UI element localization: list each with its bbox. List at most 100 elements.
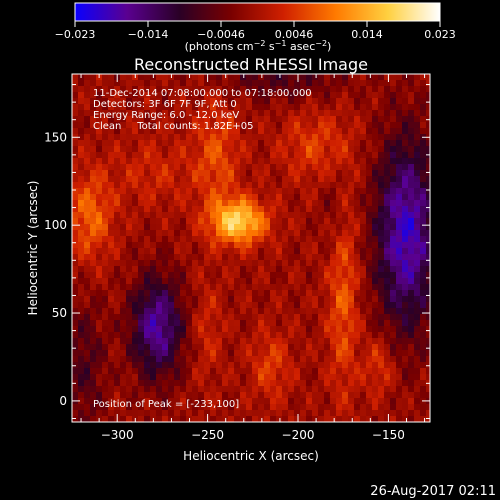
heatmap-cell xyxy=(120,326,127,333)
heatmap-cell xyxy=(120,278,127,285)
heatmap-cell xyxy=(192,140,199,147)
heatmap-cell xyxy=(270,140,277,147)
heatmap-cell xyxy=(288,176,295,183)
heatmap-cell xyxy=(426,326,431,333)
heatmap-cell xyxy=(306,218,313,225)
heatmap-cell xyxy=(420,242,427,249)
heatmap-cell xyxy=(150,284,157,291)
heatmap-cell xyxy=(426,356,431,363)
heatmap-cell xyxy=(324,410,331,417)
heatmap-cell xyxy=(318,398,325,405)
heatmap-cell xyxy=(126,350,133,357)
heatmap-cell xyxy=(168,344,175,351)
heatmap-cell xyxy=(408,194,415,201)
heatmap-cell xyxy=(336,410,343,417)
heatmap-cell xyxy=(138,98,145,105)
heatmap-cell xyxy=(234,260,241,267)
heatmap-cell xyxy=(198,338,205,345)
heatmap-cell xyxy=(204,350,211,357)
heatmap-cell xyxy=(114,110,121,117)
heatmap-cell xyxy=(180,254,187,261)
heatmap-cell xyxy=(252,200,259,207)
heatmap-cell xyxy=(78,218,85,225)
heatmap-cell xyxy=(372,236,379,243)
heatmap-cell xyxy=(114,368,121,375)
heatmap-cell xyxy=(306,392,313,399)
heatmap-cell xyxy=(210,368,217,375)
heatmap-cell xyxy=(270,392,277,399)
heatmap-cell xyxy=(360,296,367,303)
heatmap-cell xyxy=(390,74,397,81)
heatmap-cell xyxy=(228,374,235,381)
heatmap-cell xyxy=(282,104,289,111)
heatmap-cell xyxy=(288,164,295,171)
heatmap-cell xyxy=(228,320,235,327)
heatmap-cell xyxy=(414,164,421,171)
heatmap-cell xyxy=(300,260,307,267)
heatmap-cell xyxy=(252,368,259,375)
heatmap-cell xyxy=(288,296,295,303)
heatmap-cell xyxy=(222,380,229,387)
heatmap-cell xyxy=(108,368,115,375)
heatmap-cell xyxy=(84,296,91,303)
heatmap-cell xyxy=(228,176,235,183)
heatmap-cell xyxy=(246,86,253,93)
heatmap-cell xyxy=(72,158,79,165)
heatmap-cell xyxy=(324,338,331,345)
heatmap-cell xyxy=(108,86,115,93)
heatmap-cell xyxy=(366,86,373,93)
heatmap-cell xyxy=(306,326,313,333)
heatmap-cell xyxy=(96,98,103,105)
heatmap-cell xyxy=(300,398,307,405)
heatmap-cell xyxy=(300,218,307,225)
heatmap-cell xyxy=(276,374,283,381)
colorbar-tick-label: −0.014 xyxy=(128,28,169,41)
heatmap-cell xyxy=(336,302,343,309)
heatmap-cell xyxy=(288,248,295,255)
heatmap-cell xyxy=(420,410,427,417)
heatmap-cell xyxy=(102,254,109,261)
heatmap-cell xyxy=(144,356,151,363)
heatmap-cell xyxy=(192,272,199,279)
heatmap-cell xyxy=(336,200,343,207)
heatmap-cell xyxy=(258,416,265,423)
heatmap-cell xyxy=(288,308,295,315)
heatmap-cell xyxy=(402,110,409,117)
heatmap-cell xyxy=(72,356,79,363)
heatmap-cell xyxy=(156,188,163,195)
heatmap-cell xyxy=(408,398,415,405)
heatmap-cell xyxy=(204,314,211,321)
heatmap-cell xyxy=(102,128,109,135)
heatmap-cell xyxy=(378,368,385,375)
heatmap-cell xyxy=(156,284,163,291)
heatmap-cell xyxy=(312,80,319,87)
heatmap-cell xyxy=(270,338,277,345)
heatmap-cell xyxy=(162,170,169,177)
heatmap-cell xyxy=(198,404,205,411)
heatmap-cell xyxy=(360,332,367,339)
heatmap-cell xyxy=(426,320,431,327)
heatmap-cell xyxy=(324,380,331,387)
heatmap-cell xyxy=(180,176,187,183)
heatmap-cell xyxy=(318,146,325,153)
heatmap-cell xyxy=(108,320,115,327)
heatmap-cell xyxy=(270,308,277,315)
heatmap-cell xyxy=(324,188,331,195)
heatmap-cell xyxy=(348,392,355,399)
heatmap-cell xyxy=(294,380,301,387)
heatmap-cell xyxy=(216,224,223,231)
heatmap-cell xyxy=(72,212,79,219)
heatmap-cell xyxy=(114,374,121,381)
heatmap-cell xyxy=(198,80,205,87)
heatmap-cell xyxy=(174,410,181,417)
heatmap-cell xyxy=(126,158,133,165)
heatmap-cell xyxy=(162,122,169,129)
heatmap-cell xyxy=(372,338,379,345)
heatmap-cell xyxy=(240,224,247,231)
heatmap-cell xyxy=(156,362,163,369)
heatmap-cell xyxy=(312,260,319,267)
heatmap-cell xyxy=(420,206,427,213)
heatmap-cell xyxy=(312,206,319,213)
heatmap-cell xyxy=(198,224,205,231)
heatmap-cell xyxy=(108,188,115,195)
